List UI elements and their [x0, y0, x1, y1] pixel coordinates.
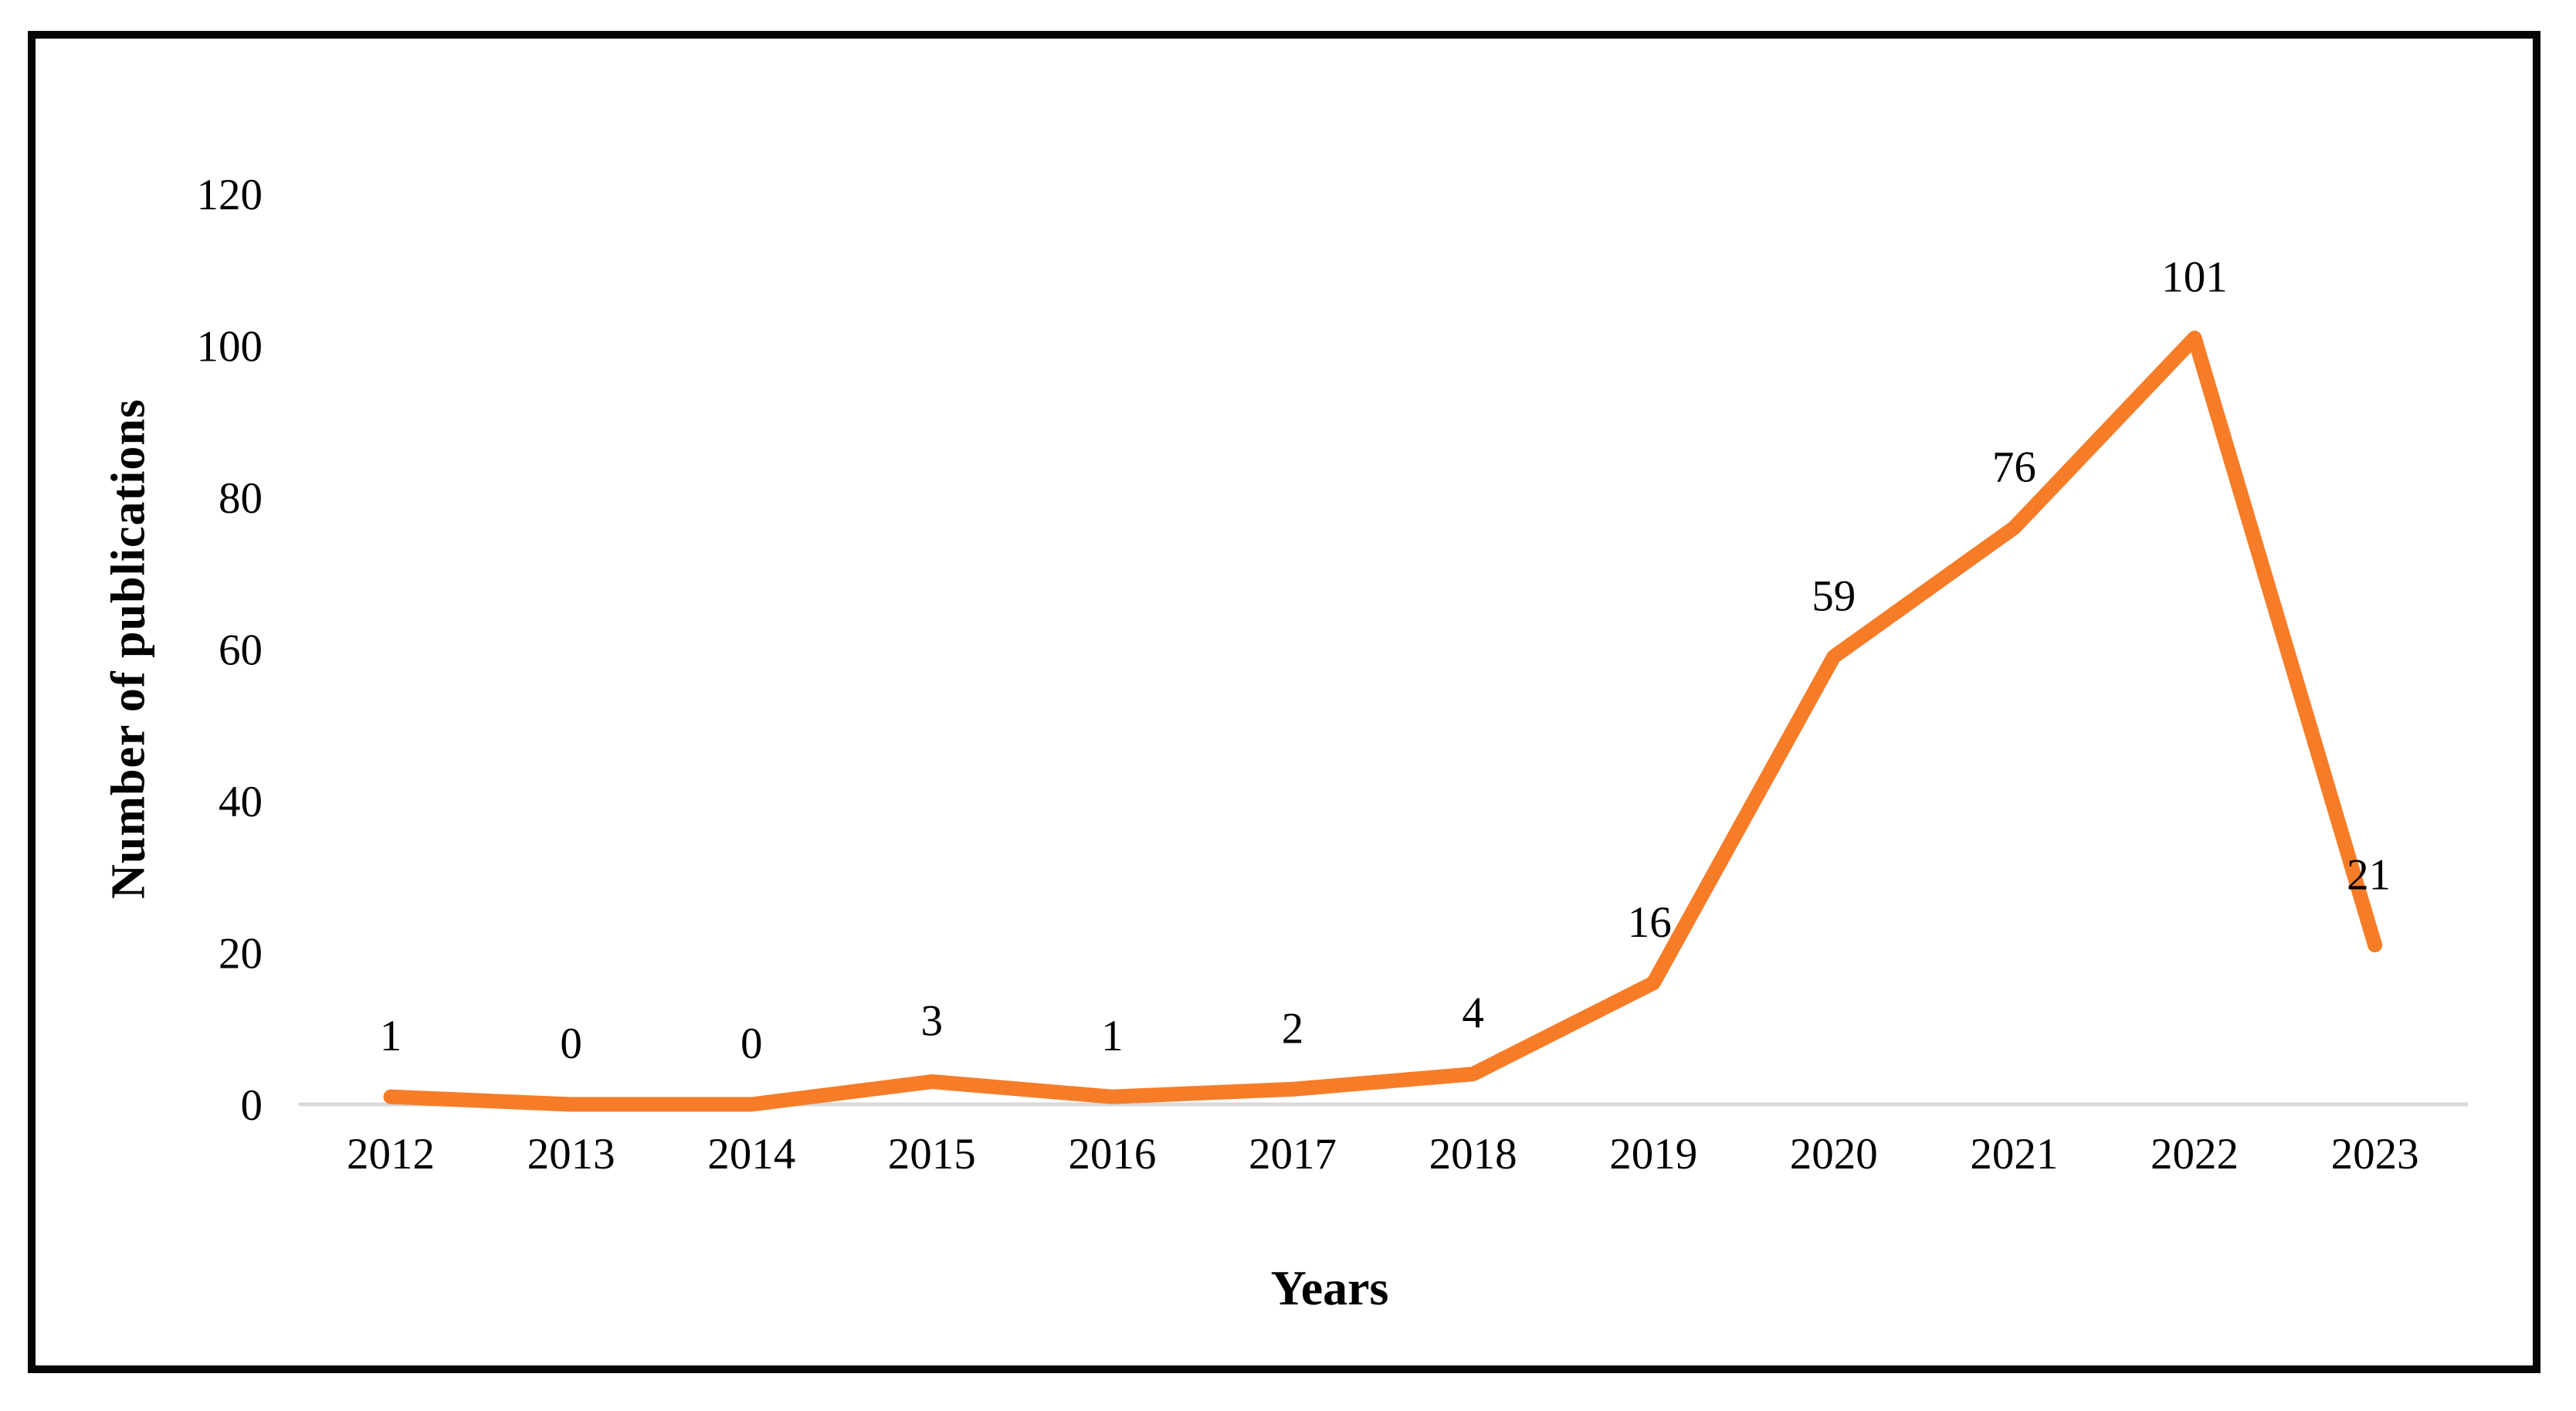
data-label: 76 — [1992, 443, 2036, 491]
x-tick-label: 2018 — [1429, 1130, 1517, 1179]
data-label: 59 — [1812, 572, 1856, 620]
x-tick-label: 2013 — [527, 1130, 615, 1179]
data-label: 0 — [560, 1019, 582, 1068]
chart-frame — [28, 31, 2540, 1373]
data-label: 1 — [1101, 1012, 1124, 1060]
data-label: 1 — [380, 1012, 402, 1060]
x-tick-label: 2015 — [888, 1130, 976, 1179]
data-label: 3 — [921, 997, 944, 1046]
data-label: 4 — [1462, 989, 1484, 1038]
x-tick-label: 2016 — [1068, 1130, 1156, 1179]
y-tick-label: 120 — [197, 171, 263, 219]
y-tick-label: 60 — [219, 626, 263, 675]
x-axis-title: Years — [1270, 1260, 1389, 1315]
x-tick-label: 2023 — [2331, 1130, 2419, 1179]
y-tick-label: 0 — [241, 1081, 263, 1130]
data-label: 16 — [1628, 898, 1672, 947]
data-label: 2 — [1282, 1004, 1304, 1053]
y-tick-label: 40 — [219, 778, 263, 826]
x-tick-label: 2021 — [1970, 1130, 2058, 1179]
x-tick-label: 2019 — [1609, 1130, 1697, 1179]
y-tick-label: 80 — [219, 474, 263, 523]
x-tick-label: 2017 — [1249, 1130, 1337, 1179]
data-label: 21 — [2347, 851, 2391, 900]
y-tick-label: 100 — [197, 323, 263, 371]
y-axis-title: Number of publications — [102, 399, 155, 899]
x-tick-label: 2014 — [707, 1130, 795, 1179]
x-tick-label: 2012 — [347, 1130, 435, 1179]
data-label: 0 — [741, 1019, 763, 1068]
data-label: 101 — [2161, 253, 2228, 302]
x-tick-label: 2022 — [2151, 1130, 2239, 1179]
x-tick-label: 2020 — [1790, 1130, 1878, 1179]
y-tick-label: 20 — [219, 930, 263, 979]
publications-series-line — [383, 331, 2383, 1112]
